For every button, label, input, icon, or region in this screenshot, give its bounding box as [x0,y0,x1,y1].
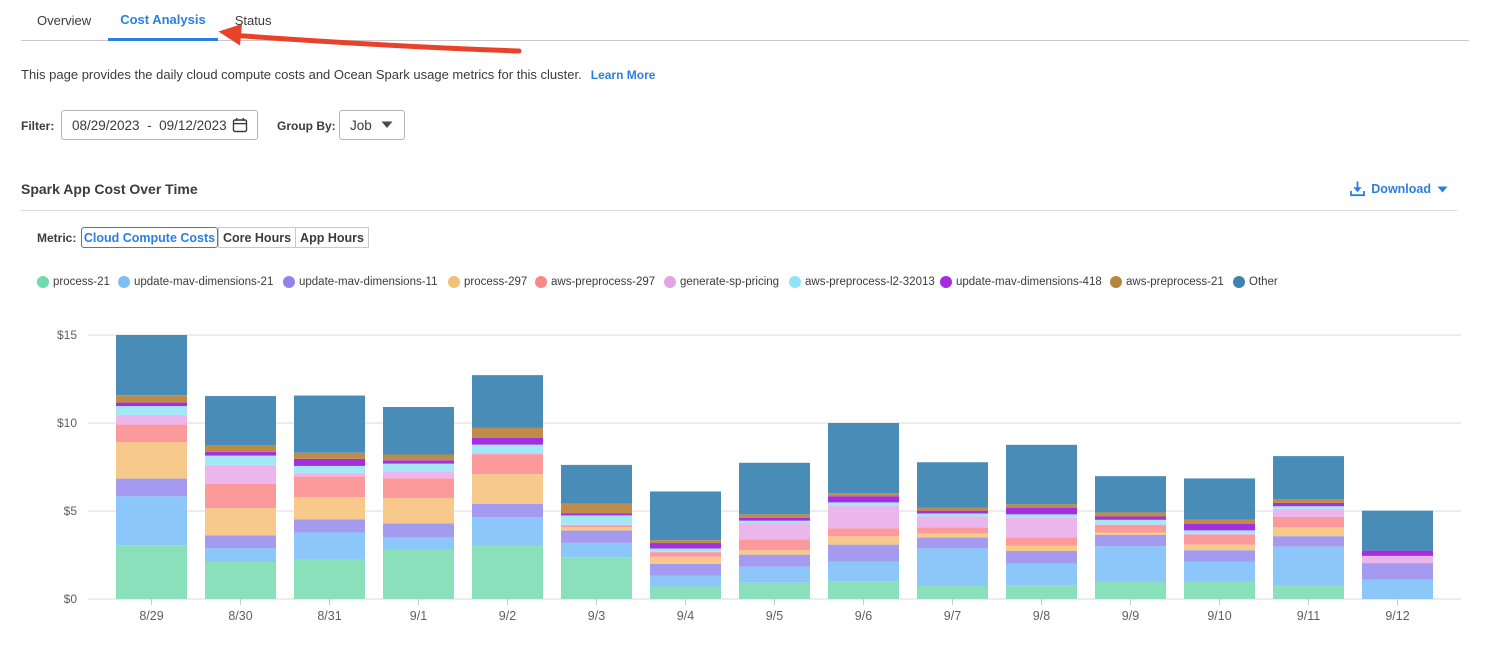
svg-text:$10: $10 [57,416,77,430]
svg-text:$5: $5 [64,504,78,518]
svg-text:8/30: 8/30 [228,609,252,623]
svg-text:9/1: 9/1 [410,609,427,623]
svg-text:9/12: 9/12 [1385,609,1409,623]
svg-text:9/2: 9/2 [499,609,516,623]
svg-text:9/3: 9/3 [588,609,605,623]
svg-text:$0: $0 [64,592,78,606]
svg-text:9/9: 9/9 [1122,609,1139,623]
svg-text:9/11: 9/11 [1297,609,1320,623]
svg-text:9/7: 9/7 [944,609,961,623]
svg-text:8/29: 8/29 [139,609,163,623]
svg-text:8/31: 8/31 [317,609,341,623]
svg-text:9/8: 9/8 [1033,609,1050,623]
svg-text:9/10: 9/10 [1207,609,1231,623]
svg-text:$15: $15 [57,328,77,342]
svg-text:9/6: 9/6 [855,609,872,623]
svg-text:9/4: 9/4 [677,609,694,623]
svg-text:9/5: 9/5 [766,609,783,623]
